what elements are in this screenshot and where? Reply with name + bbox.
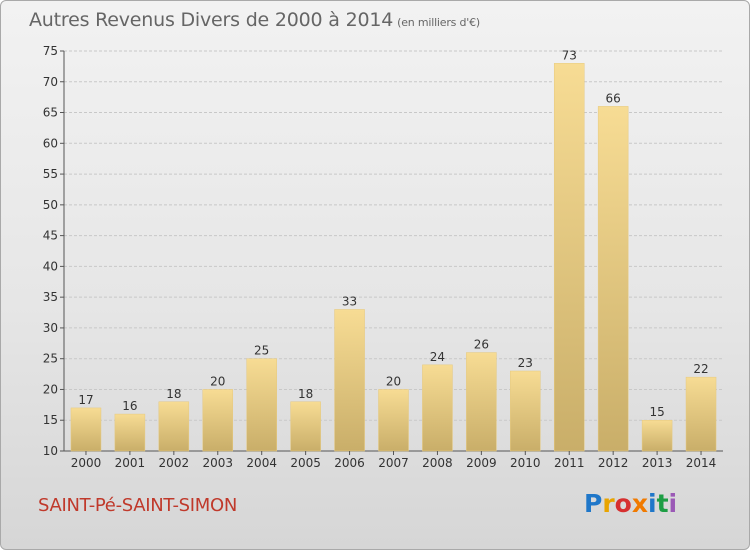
bar	[202, 389, 234, 452]
y-tick-label: 25	[43, 352, 58, 366]
logo-letter: x	[631, 489, 648, 518]
proxiti-logo: Proxiti	[584, 489, 677, 518]
logo-letter: t	[656, 489, 669, 518]
bar	[378, 389, 409, 452]
bar	[641, 419, 673, 452]
x-tick-label: 2001	[115, 456, 146, 470]
y-tick-label: 75	[43, 44, 58, 58]
y-tick-label: 15	[43, 413, 58, 427]
x-tick-label: 2014	[686, 456, 717, 470]
data-label: 33	[342, 294, 357, 308]
y-tick-label: 10	[43, 444, 58, 458]
bar	[246, 358, 277, 452]
x-tick-label: 2002	[159, 456, 190, 470]
x-tick-label: 2013	[642, 456, 673, 470]
y-tick-label: 50	[43, 198, 58, 212]
data-label: 20	[210, 374, 225, 388]
y-tick-label: 65	[43, 106, 58, 120]
logo-letter: i	[648, 489, 657, 518]
x-tick-label: 2011	[554, 456, 585, 470]
chart-unit: (en milliers d'€)	[397, 16, 481, 29]
bar	[70, 407, 102, 452]
y-tick-label: 60	[43, 136, 58, 150]
x-tick-label: 2009	[466, 456, 497, 470]
x-tick-label: 2004	[246, 456, 277, 470]
y-tick-label: 70	[43, 75, 58, 89]
logo-letter: r	[602, 489, 615, 518]
bar	[114, 413, 146, 452]
bar	[553, 63, 585, 452]
x-tick-label: 2005	[290, 456, 321, 470]
data-label: 15	[649, 405, 664, 419]
bar	[510, 370, 541, 452]
logo-letter: o	[614, 489, 632, 518]
chart-title: Autres Revenus Divers de 2000 à 2014 (en …	[29, 9, 480, 31]
bar	[422, 364, 453, 452]
bar	[597, 106, 629, 452]
bar	[466, 352, 497, 452]
y-tick-label: 35	[43, 290, 58, 304]
data-label: 22	[693, 362, 708, 376]
data-label: 18	[298, 387, 313, 401]
x-tick-label: 2003	[202, 456, 233, 470]
data-label: 17	[78, 393, 93, 407]
logo-letter: i	[668, 489, 678, 518]
data-label: 16	[122, 399, 137, 413]
data-label: 18	[166, 387, 181, 401]
data-label: 23	[518, 356, 533, 370]
bar	[685, 376, 717, 452]
x-tick-label: 2008	[422, 456, 453, 470]
data-label: 26	[474, 338, 489, 352]
y-tick-label: 55	[43, 167, 58, 181]
x-tick-label: 2010	[510, 456, 541, 470]
x-tick-label: 2007	[378, 456, 409, 470]
place-name: SAINT-Pé-SAINT-SIMON	[38, 495, 238, 516]
x-tick-label: 2006	[334, 456, 365, 470]
logo-letter: P	[584, 489, 603, 518]
bar	[334, 309, 365, 452]
y-tick-label: 45	[43, 229, 58, 243]
chart-title-text: Autres Revenus Divers de 2000 à 2014	[29, 9, 394, 31]
bar	[158, 401, 190, 452]
y-tick-label: 30	[43, 321, 58, 335]
x-tick-label: 2000	[71, 456, 102, 470]
bar	[290, 401, 321, 452]
y-tick-label: 40	[43, 259, 58, 273]
y-tick-label: 20	[43, 382, 58, 396]
x-tick-label: 2012	[598, 456, 629, 470]
data-label: 25	[254, 344, 269, 358]
data-label: 73	[562, 48, 577, 62]
data-label: 66	[606, 91, 621, 105]
data-label: 24	[430, 350, 445, 364]
data-label: 20	[386, 374, 401, 388]
